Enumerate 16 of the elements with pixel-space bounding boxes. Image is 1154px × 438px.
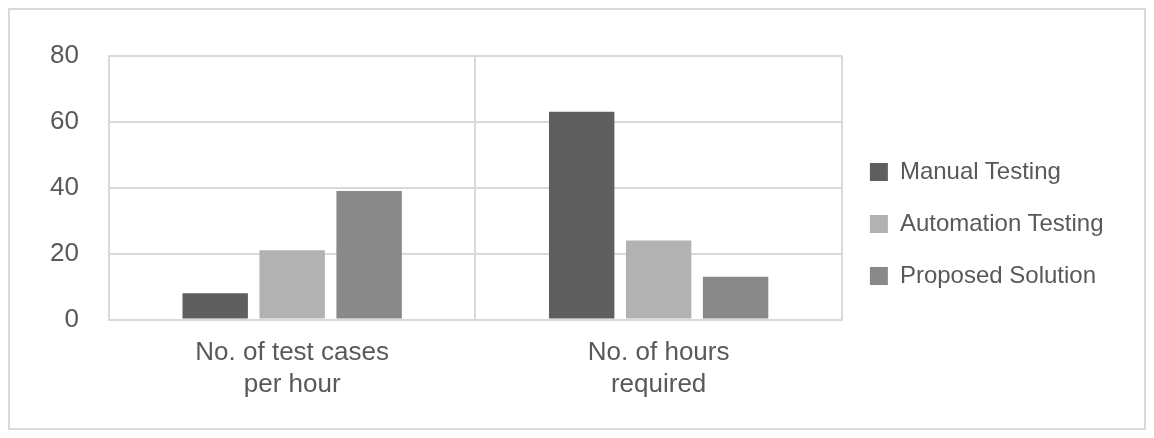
bar <box>702 276 769 319</box>
y-tick-label: 40 <box>50 170 79 201</box>
y-tick-label: 60 <box>50 104 79 135</box>
x-tick-label: No. of test cases per hour <box>195 336 389 398</box>
y-tick-label: 0 <box>64 302 79 333</box>
bar <box>259 250 325 319</box>
bar <box>182 293 248 319</box>
legend-label: Proposed Solution <box>899 260 1097 288</box>
y-tick-label: 80 <box>50 38 79 69</box>
legend-label: Manual Testing <box>899 156 1061 184</box>
y-tick-label: 20 <box>50 236 79 267</box>
bar <box>625 240 692 319</box>
x-tick-label: No. of hours required <box>587 336 730 398</box>
bar <box>548 111 615 319</box>
legend-label: Automation Testing <box>899 208 1104 236</box>
bar <box>336 190 402 319</box>
